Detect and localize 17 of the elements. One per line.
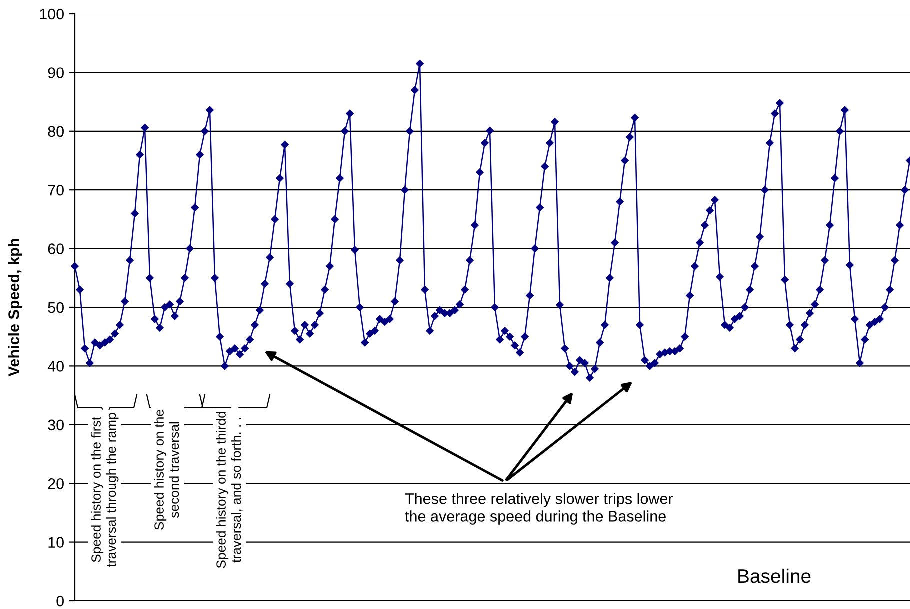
y-tick-label: 20: [48, 478, 64, 490]
y-tick-label: 100: [40, 8, 64, 20]
y-axis-title: Vehicle Speed, kph: [8, 239, 22, 377]
annotation: Baseline: [738, 568, 811, 584]
y-tick-label: 10: [48, 537, 64, 548]
y-tick-label: 50: [48, 302, 64, 314]
y-tick-label: 70: [48, 184, 64, 196]
annotation: Speed history on the first traversal through the ramp: [91, 413, 119, 568]
annotation: Speed history on the thirdd traversal, and so forth. . .: [216, 412, 243, 568]
y-tick-label: 0: [56, 596, 64, 607]
annotation: Speed history on the second traversal: [154, 410, 180, 530]
y-tick-label: 60: [48, 244, 64, 254]
annotation: These three relatively slower trips lower the average speed during the Baseline: [405, 493, 674, 525]
y-tick-label: 80: [48, 126, 64, 138]
y-tick-label: 30: [48, 420, 64, 431]
y-tick-label: 90: [48, 68, 64, 78]
y-tick-label: 40: [48, 361, 64, 372]
